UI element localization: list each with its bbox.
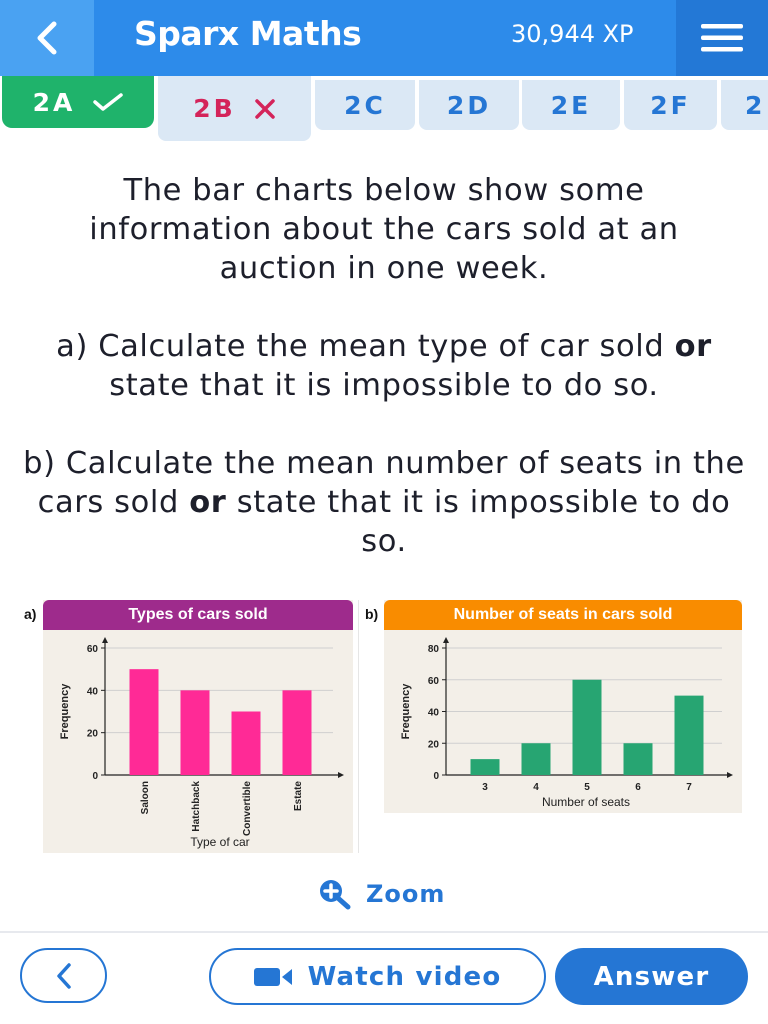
question-part-a: a) Calculate the mean type of car sold o… bbox=[0, 327, 768, 405]
question-intro: The bar charts below show some informati… bbox=[89, 173, 679, 286]
top-bar: Sparx Maths 30,944 XP bbox=[0, 0, 768, 76]
bar bbox=[282, 690, 312, 775]
watch-video-label: Watch video bbox=[307, 961, 502, 992]
bar bbox=[180, 690, 210, 775]
zoom-button[interactable]: Zoom bbox=[318, 878, 445, 910]
tab-2c[interactable]: 2C bbox=[315, 80, 415, 130]
part-b-text-end: state that it is impossible to do so. bbox=[236, 485, 731, 559]
y-axis-arrow bbox=[102, 637, 108, 643]
part-a-text: a) Calculate the mean type of car sold bbox=[56, 329, 665, 364]
chart-a-panel: Types of cars sold 0 20 40 60 Saloon Hatchbac… bbox=[43, 600, 353, 853]
y-tick-label: 60 bbox=[428, 676, 440, 687]
tab-2a[interactable]: 2A bbox=[2, 76, 154, 128]
back-button[interactable] bbox=[0, 0, 94, 76]
hamburger-menu-icon bbox=[701, 24, 743, 52]
tab-label: 2B bbox=[193, 94, 236, 123]
chart-b-title: Number of seats in cars sold bbox=[384, 600, 742, 630]
bar bbox=[674, 695, 704, 775]
tab-label: 2E bbox=[550, 90, 592, 120]
video-camera-icon bbox=[253, 967, 292, 986]
tab-label: 2C bbox=[344, 90, 386, 120]
tab-2b[interactable]: 2B bbox=[158, 76, 311, 141]
figure-divider bbox=[358, 600, 359, 853]
bar bbox=[470, 759, 500, 775]
x-tick-label: Hatchback bbox=[191, 781, 202, 832]
chart-a: 0 20 40 60 Saloon Hatchback Convertible Estate F… bbox=[59, 637, 344, 849]
y-tick-label: 40 bbox=[87, 686, 99, 697]
answer-button[interactable]: Answer bbox=[555, 948, 748, 1005]
xp-counter: 30,944 XP bbox=[511, 20, 634, 48]
x-tick-label: 3 bbox=[482, 782, 488, 793]
x-tick-label: 7 bbox=[686, 782, 692, 793]
or-emphasis: or bbox=[189, 485, 227, 520]
question-tabs: 2A 2B 2C 2D 2E 2F 2 bbox=[0, 76, 768, 146]
chart-b-tag: b) bbox=[365, 606, 379, 622]
tab-2e[interactable]: 2E bbox=[522, 80, 620, 130]
tab-2d[interactable]: 2D bbox=[419, 80, 519, 130]
answer-label: Answer bbox=[593, 961, 710, 992]
x-axis-arrow bbox=[727, 772, 733, 778]
x-tick-label: 4 bbox=[533, 782, 539, 793]
tab-2f[interactable]: 2F bbox=[624, 80, 717, 130]
tab-2g[interactable]: 2 bbox=[721, 80, 768, 130]
check-icon bbox=[93, 92, 124, 112]
tab-label: 2D bbox=[446, 90, 492, 120]
tab-label: 2 bbox=[745, 90, 766, 120]
y-axis-label: Frequency bbox=[59, 683, 71, 740]
bar bbox=[521, 743, 551, 775]
y-tick-label: 60 bbox=[87, 644, 99, 655]
y-axis-arrow bbox=[443, 637, 449, 643]
bar bbox=[231, 711, 261, 775]
x-tick-label: 6 bbox=[635, 782, 641, 793]
x-axis-label: Number of seats bbox=[542, 795, 630, 809]
chart-b-panel: Number of seats in cars sold 0 20 40 60 80 3 4… bbox=[384, 600, 742, 813]
tab-label: 2A bbox=[32, 87, 76, 117]
y-tick-label: 20 bbox=[428, 739, 440, 750]
question-part-b: b) Calculate the mean number of seats in… bbox=[0, 444, 768, 561]
chart-b: 0 20 40 60 80 3 4 5 6 7 Frequency Number of seats bbox=[400, 637, 733, 809]
or-emphasis: or bbox=[674, 329, 712, 364]
watch-video-button[interactable]: Watch video bbox=[209, 948, 546, 1005]
part-b-text: b) Calculate the mean number of seats in… bbox=[23, 446, 745, 520]
y-tick-label: 80 bbox=[428, 644, 440, 655]
zoom-in-icon bbox=[320, 880, 351, 910]
app-title: Sparx Maths bbox=[134, 14, 362, 53]
bar bbox=[623, 743, 653, 775]
x-tick-label: Saloon bbox=[140, 781, 151, 814]
zoom-label: Zoom bbox=[366, 880, 446, 908]
x-tick-label: Estate bbox=[293, 781, 304, 811]
previous-button[interactable] bbox=[20, 948, 107, 1003]
menu-button[interactable] bbox=[676, 0, 768, 76]
bar bbox=[572, 679, 602, 775]
x-tick-label: Convertible bbox=[242, 781, 253, 836]
x-tick-label: 5 bbox=[584, 782, 590, 793]
cross-icon bbox=[254, 98, 276, 120]
tab-label: 2F bbox=[650, 90, 691, 120]
y-axis-label: Frequency bbox=[400, 683, 412, 740]
x-axis-label: Type of car bbox=[190, 835, 249, 849]
chart-a-tag: a) bbox=[24, 606, 37, 622]
chevron-left-icon bbox=[56, 962, 71, 989]
part-a-text-end: state that it is impossible to do so. bbox=[109, 368, 659, 403]
y-tick-label: 20 bbox=[87, 729, 99, 740]
x-axis-arrow bbox=[338, 772, 344, 778]
y-tick-label: 40 bbox=[428, 708, 440, 719]
y-tick-label: 0 bbox=[433, 771, 439, 782]
chart-a-title: Types of cars sold bbox=[43, 600, 353, 630]
y-tick-label: 0 bbox=[92, 771, 98, 782]
footer-divider bbox=[0, 931, 768, 933]
bar bbox=[129, 669, 159, 775]
chevron-left-icon bbox=[37, 21, 57, 55]
